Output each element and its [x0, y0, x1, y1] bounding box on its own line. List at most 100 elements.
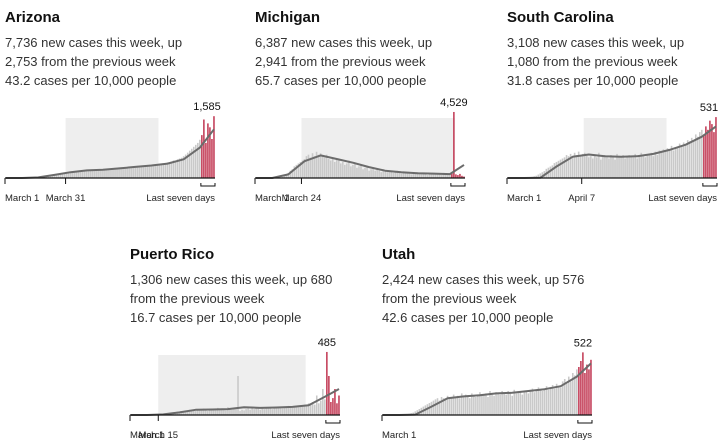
daily-bar — [428, 173, 431, 178]
average-line — [256, 154, 465, 179]
daily-bar — [305, 405, 308, 415]
daily-bar — [485, 393, 487, 415]
daily-bar — [456, 395, 459, 415]
daily-bar — [128, 167, 130, 178]
daily-bar — [575, 155, 578, 178]
daily-bar — [362, 169, 364, 178]
daily-bar — [491, 394, 493, 415]
daily-bar — [63, 172, 66, 178]
daily-bar — [273, 407, 276, 415]
daily-bar — [65, 172, 68, 178]
daily-bar — [305, 156, 308, 178]
daily-bar — [557, 160, 560, 178]
daily-bar — [533, 392, 536, 415]
daily-bar — [307, 403, 310, 415]
daily-bar — [190, 148, 193, 178]
daily-bar — [610, 155, 612, 178]
daily-bar — [487, 397, 489, 415]
daily-bar — [235, 409, 237, 415]
panel: South Carolina 3,108 new cases this week,… — [506, 9, 718, 204]
daily-bar — [295, 405, 298, 415]
daily-bar — [195, 144, 197, 178]
daily-bar — [539, 389, 542, 415]
recent-bar — [582, 352, 584, 415]
recent-bar — [713, 132, 715, 178]
daily-bar — [291, 407, 294, 415]
summary-line: 42.6 cases per 10,000 people — [382, 310, 553, 325]
daily-bar — [650, 152, 653, 178]
daily-bar — [569, 381, 572, 415]
panel: Puerto Rico 1,306 new cases this week, up… — [129, 246, 341, 441]
daily-bar — [319, 153, 322, 178]
x-tick-label: March 15 — [138, 430, 178, 441]
daily-bar — [448, 397, 451, 415]
daily-bar — [505, 394, 507, 415]
daily-bar — [71, 171, 74, 178]
daily-bar — [697, 136, 699, 178]
daily-bar — [471, 393, 473, 415]
daily-bar — [654, 151, 657, 178]
daily-bar — [243, 410, 245, 415]
daily-bar — [408, 173, 411, 178]
daily-bar — [537, 387, 540, 415]
daily-bar — [553, 163, 556, 178]
daily-bar — [275, 408, 278, 415]
daily-bar — [662, 149, 665, 178]
daily-bar — [340, 163, 342, 178]
daily-bar — [668, 149, 671, 178]
recent-bar — [588, 369, 590, 415]
daily-bar — [285, 174, 288, 178]
daily-bar — [261, 407, 264, 415]
daily-bar — [416, 172, 419, 178]
daily-bar — [176, 159, 179, 178]
daily-bar — [438, 173, 441, 178]
daily-bar — [549, 387, 552, 415]
recent-bar — [211, 139, 213, 178]
daily-bar — [450, 398, 453, 415]
daily-bar — [446, 395, 449, 415]
daily-bar — [184, 410, 187, 415]
daily-bar — [142, 166, 145, 178]
daily-bar — [581, 153, 584, 178]
daily-bar — [170, 161, 173, 178]
daily-bar — [293, 166, 296, 178]
daily-bar — [79, 171, 82, 178]
daily-bar — [289, 407, 292, 415]
daily-bar — [436, 174, 439, 178]
daily-bar — [483, 394, 485, 415]
daily-bar — [291, 169, 294, 178]
daily-bar — [531, 388, 534, 415]
daily-bar — [551, 165, 554, 178]
daily-bar — [271, 409, 274, 415]
daily-bar — [364, 167, 366, 178]
daily-bar — [509, 392, 511, 415]
recent-bar — [334, 389, 336, 415]
daily-bar — [585, 155, 588, 178]
daily-bar — [299, 405, 302, 415]
summary-line: 2,424 new cases this week, up 576 — [382, 272, 584, 287]
daily-bar — [608, 158, 610, 178]
daily-bar — [92, 170, 94, 178]
daily-bar — [140, 166, 143, 178]
daily-bar — [573, 152, 576, 178]
daily-bar — [473, 395, 475, 415]
daily-bar — [372, 167, 374, 178]
recent-bar — [457, 175, 459, 178]
daily-bar — [348, 160, 350, 178]
daily-bar — [178, 158, 181, 178]
daily-bar — [400, 173, 403, 178]
daily-bar — [430, 174, 433, 178]
daily-bar — [126, 167, 128, 178]
daily-bar — [164, 163, 167, 178]
daily-bar — [57, 173, 60, 178]
daily-bar — [616, 153, 618, 178]
daily-bar — [321, 156, 324, 178]
peak-label: 531 — [700, 102, 718, 114]
daily-bar — [594, 155, 596, 178]
daily-bar — [307, 154, 310, 178]
daily-bar — [202, 408, 205, 415]
daily-bar — [686, 140, 689, 178]
recent-bracket — [325, 420, 341, 424]
daily-bar — [174, 413, 177, 415]
daily-bar — [344, 164, 346, 178]
